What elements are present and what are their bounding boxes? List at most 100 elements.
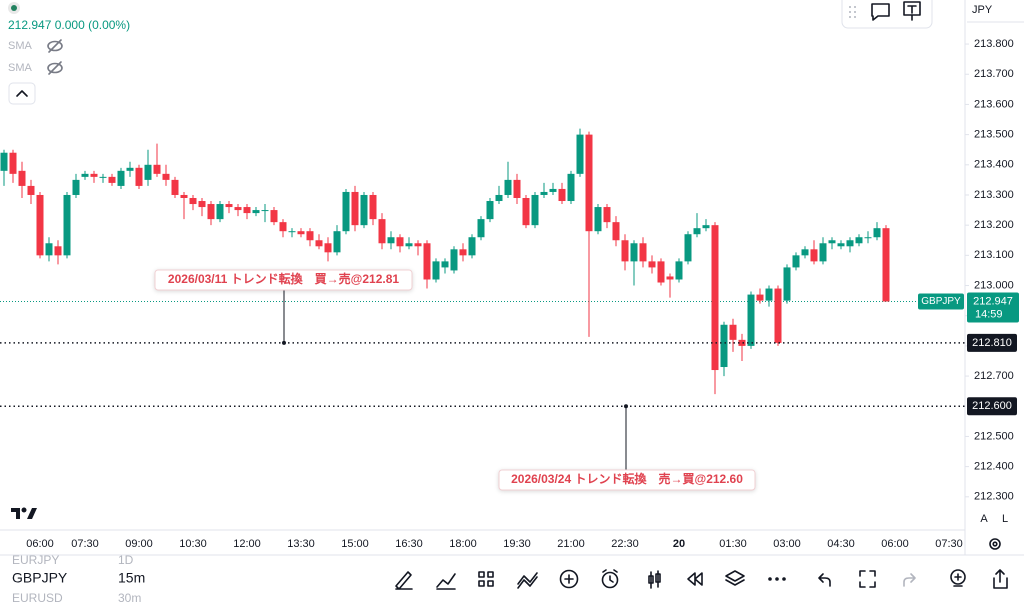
y-tick-label: 213.800 <box>974 38 1014 50</box>
price-legend: 212.947 0.000 (0.00%) <box>8 18 130 32</box>
scale-button-label[interactable]: A <box>980 513 988 525</box>
eye-icon[interactable] <box>47 39 63 53</box>
interval[interactable]: 15m <box>118 570 145 586</box>
candle-body <box>207 204 215 220</box>
x-tick-label: 04:30 <box>827 538 855 550</box>
candle-body <box>504 179 512 195</box>
alert-icon[interactable] <box>601 569 619 589</box>
bottom-toolbar <box>395 569 1008 590</box>
x-tick-label: 21:00 <box>557 538 585 550</box>
x-tick-label: 03:00 <box>773 538 801 550</box>
price-axis-label <box>967 397 1017 416</box>
y-tick-label: 212.500 <box>974 430 1014 442</box>
candle-body <box>477 219 485 238</box>
candle-body <box>657 261 665 283</box>
candle-body <box>333 231 341 253</box>
compare-icon[interactable] <box>517 572 538 589</box>
redo-icon[interactable] <box>903 573 916 587</box>
more-icon[interactable] <box>768 577 786 581</box>
price-tag-text: 212.947 <box>973 295 1013 307</box>
candle-body <box>819 243 827 262</box>
candle-body <box>702 225 710 229</box>
collapse-button[interactable] <box>8 82 36 105</box>
layers-icon[interactable] <box>725 570 745 586</box>
undo-icon[interactable] <box>818 573 831 587</box>
symbol[interactable]: EURUSD <box>12 591 63 605</box>
fullscreen-icon[interactable] <box>859 570 876 588</box>
annotation-box <box>154 269 413 291</box>
candle-body <box>153 164 161 174</box>
x-tick-label: 19:30 <box>503 538 531 550</box>
interval[interactable]: 1D <box>118 553 134 567</box>
price-tag <box>967 292 1019 323</box>
candle-body <box>81 173 89 177</box>
candle-body <box>711 225 719 371</box>
x-tick-label: 12:00 <box>233 538 261 550</box>
candle-body <box>603 207 611 223</box>
candle-body <box>441 261 449 268</box>
candle-body <box>765 288 773 301</box>
add-icon[interactable] <box>559 569 579 589</box>
candle-body <box>684 234 692 262</box>
y-tick-label: 212.400 <box>974 461 1014 473</box>
x-tick-label: 07:30 <box>71 538 99 550</box>
candle-body <box>9 152 17 174</box>
candle-body <box>612 222 620 241</box>
symbol[interactable]: EURJPY <box>12 553 59 567</box>
text-icon[interactable] <box>903 1 921 21</box>
candle-body <box>342 191 350 232</box>
indicator-icon[interactable] <box>436 573 456 590</box>
draw-icon[interactable] <box>395 571 413 590</box>
candle-body <box>243 207 251 214</box>
zoom-icon[interactable] <box>950 569 966 587</box>
y-tick-label: 213.400 <box>974 159 1014 171</box>
candle-body <box>459 249 467 256</box>
x-tick-label: 13:30 <box>287 538 315 550</box>
scale-button-label[interactable]: L <box>1002 513 1008 525</box>
x-tick-label: 18:00 <box>449 538 477 550</box>
candle-body <box>144 164 152 180</box>
y-tick-label: 212.700 <box>974 370 1014 382</box>
eye-icon[interactable] <box>47 61 63 75</box>
indicator-name: SMA <box>8 62 33 74</box>
interval[interactable]: 30m <box>118 591 141 605</box>
candle-body <box>720 324 728 368</box>
price-axis-label-text: 212.810 <box>972 337 1012 349</box>
candle-icon[interactable] <box>648 570 661 589</box>
candle-body <box>315 240 323 247</box>
candle-body <box>495 194 503 202</box>
candle-body <box>792 255 800 268</box>
candle-body <box>855 237 863 244</box>
y-tick-label: 213.700 <box>974 68 1014 80</box>
candle-body <box>414 243 422 247</box>
candle-body <box>189 197 197 205</box>
candle-body <box>252 210 260 214</box>
candle-body <box>630 243 638 262</box>
candle-body <box>72 179 80 195</box>
candle-body <box>531 194 539 226</box>
settings-icon[interactable] <box>989 538 1001 550</box>
currency-label[interactable]: JPY <box>972 4 993 16</box>
candle-body <box>261 210 269 212</box>
candle-body <box>162 173 170 180</box>
candle-body <box>54 246 62 256</box>
candle-body <box>351 191 359 226</box>
replay-icon[interactable] <box>687 572 703 586</box>
candle-body <box>756 294 764 301</box>
comment-icon[interactable] <box>871 3 890 21</box>
scale-button[interactable] <box>975 510 993 528</box>
share-icon[interactable] <box>993 569 1008 589</box>
annotation-box <box>498 469 756 491</box>
symbol[interactable]: GBPJPY <box>12 570 68 586</box>
templates-icon[interactable] <box>478 571 494 587</box>
candle-body <box>846 240 854 247</box>
symbol-tag-text: GBPJPY <box>921 296 961 307</box>
candle-body <box>693 228 701 235</box>
candle-body <box>117 170 125 186</box>
candle-body <box>324 243 332 253</box>
drawing-toolbar <box>841 0 933 29</box>
x-tick-label: 20 <box>673 538 685 550</box>
candle-body <box>468 237 476 256</box>
candle-body <box>18 170 26 186</box>
